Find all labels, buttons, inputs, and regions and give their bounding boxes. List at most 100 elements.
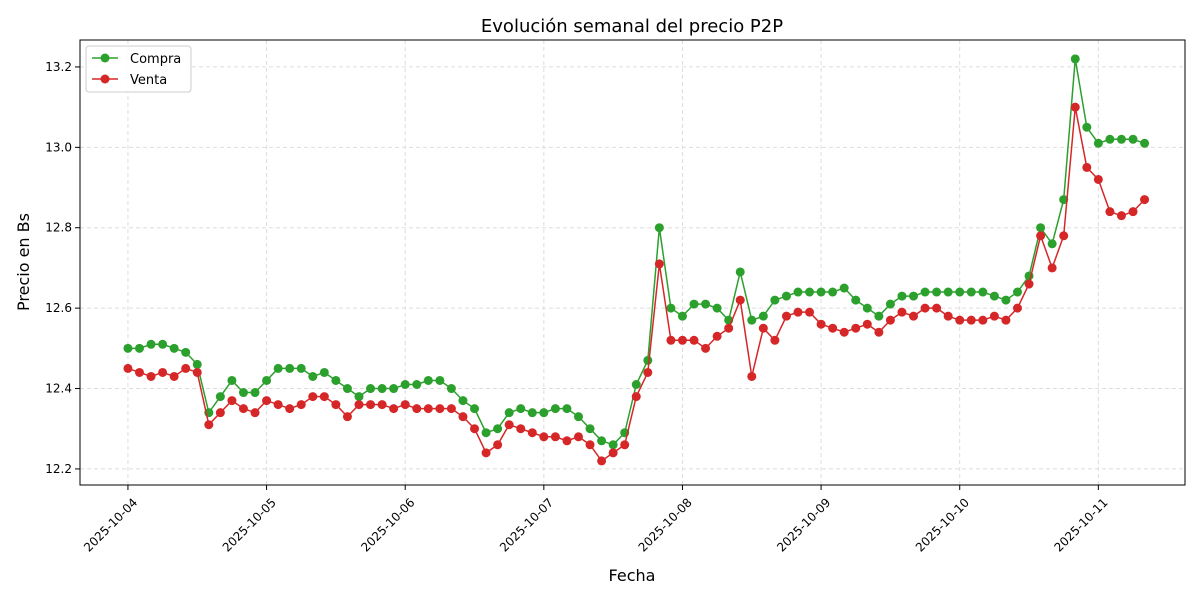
data-point-compra [735, 267, 745, 277]
data-point-compra [770, 295, 780, 305]
data-point-venta [1036, 231, 1046, 241]
chart-title: Evolución semanal del precio P2P [481, 16, 783, 37]
data-point-compra [885, 299, 895, 309]
data-point-compra [146, 339, 156, 349]
data-point-venta [989, 311, 999, 321]
data-point-venta [735, 295, 745, 305]
data-point-venta [597, 456, 607, 466]
data-point-compra [562, 404, 572, 414]
data-point-venta [885, 315, 895, 325]
data-point-compra [262, 375, 272, 385]
data-point-compra [966, 287, 976, 297]
series-venta [123, 102, 1150, 466]
data-point-venta [781, 311, 791, 321]
data-point-venta [1140, 195, 1150, 205]
data-point-venta [816, 319, 826, 329]
data-point-compra [573, 412, 583, 422]
x-axis-label: Fecha [609, 566, 656, 585]
data-point-compra [423, 375, 433, 385]
data-point-venta [1116, 211, 1126, 221]
y-tick-label: 13.2 [45, 60, 72, 74]
data-point-venta [539, 432, 549, 442]
data-point-venta [169, 371, 179, 381]
data-point-compra [712, 303, 722, 313]
data-point-venta [666, 335, 676, 345]
data-point-compra [793, 287, 803, 297]
data-point-venta [412, 404, 422, 414]
data-point-compra [516, 404, 526, 414]
data-point-venta [758, 323, 768, 333]
data-point-compra [539, 408, 549, 418]
y-tick-label: 12.8 [45, 221, 72, 235]
data-point-venta [978, 315, 988, 325]
data-point-venta [747, 371, 757, 381]
data-point-venta [1001, 315, 1011, 325]
data-point-compra [631, 380, 641, 390]
data-point-compra [481, 428, 491, 438]
data-point-venta [1082, 162, 1092, 172]
data-point-compra [805, 287, 815, 297]
data-point-compra [643, 355, 653, 365]
data-point-venta [123, 363, 133, 373]
data-point-venta [654, 259, 664, 269]
data-point-compra [758, 311, 768, 321]
data-point-compra [527, 408, 537, 418]
legend-marker-compra [100, 53, 110, 63]
data-point-compra [273, 363, 283, 373]
data-point-compra [862, 303, 872, 313]
data-point-compra [400, 380, 410, 390]
data-point-compra [227, 375, 237, 385]
data-point-venta [573, 432, 583, 442]
data-point-compra [839, 283, 849, 293]
data-point-compra [446, 384, 456, 394]
data-point-compra [238, 388, 248, 398]
y-axis: 12.2 12.4 12.6 12.8 13.0 13.2 [45, 60, 80, 476]
data-point-venta [389, 404, 399, 414]
data-point-compra [920, 287, 930, 297]
data-point-venta [458, 412, 468, 422]
data-point-venta [470, 424, 480, 434]
data-point-compra [250, 388, 260, 398]
data-point-compra [989, 291, 999, 301]
data-point-compra [1128, 134, 1138, 144]
data-point-venta [631, 392, 641, 402]
data-point-venta [446, 404, 456, 414]
data-point-venta [262, 396, 272, 406]
data-point-compra [874, 311, 884, 321]
data-point-compra [1070, 54, 1080, 64]
data-point-compra [169, 343, 179, 353]
data-point-venta [701, 343, 711, 353]
data-point-venta [1024, 279, 1034, 289]
data-point-venta [331, 400, 341, 410]
data-point-venta [550, 432, 560, 442]
data-point-venta [504, 420, 514, 430]
data-point-venta [227, 396, 237, 406]
data-point-compra [550, 404, 560, 414]
data-point-compra [158, 339, 168, 349]
data-point-venta [770, 335, 780, 345]
legend-marker-venta [100, 74, 110, 84]
data-point-compra [909, 291, 919, 301]
data-point-compra [666, 303, 676, 313]
data-point-venta [955, 315, 965, 325]
data-point-venta [862, 319, 872, 329]
y-tick-label: 13.0 [45, 140, 72, 154]
data-point-venta [724, 323, 734, 333]
data-point-compra [435, 375, 445, 385]
data-point-venta [238, 404, 248, 414]
data-point-venta [1070, 102, 1080, 112]
data-point-compra [308, 371, 318, 381]
data-point-compra [331, 375, 341, 385]
data-point-compra [828, 287, 838, 297]
data-point-venta [1128, 207, 1138, 217]
data-point-compra [296, 363, 306, 373]
y-tick-label: 12.2 [45, 462, 72, 476]
data-point-venta [181, 363, 191, 373]
data-point-compra [978, 287, 988, 297]
data-point-compra [1140, 138, 1150, 148]
data-point-venta [874, 327, 884, 337]
data-point-compra [897, 291, 907, 301]
data-point-venta [1047, 263, 1057, 273]
data-point-venta [319, 392, 329, 402]
